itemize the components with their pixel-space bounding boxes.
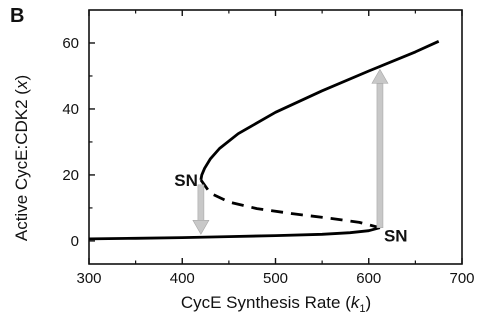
transition-arrow-down [192, 184, 210, 235]
arrow-head [371, 68, 389, 84]
arrow-shaft [197, 184, 205, 221]
transition-arrow-up [371, 68, 389, 229]
x-axis-title-var: k [351, 293, 361, 312]
upper-stable-branch-line [199, 40, 440, 181]
y-axis-title-close: ) [12, 75, 31, 81]
series [88, 40, 440, 241]
x-tick-label: 300 [76, 270, 101, 287]
ticks: 300 400 500 600 700 0 20 40 60 [62, 10, 475, 287]
x-tick-label: 400 [170, 270, 195, 287]
lower-stable-branch-line [88, 226, 381, 241]
y-axis-title-main: Active CycE:CDK2 ( [12, 89, 31, 241]
y-tick-label: 0 [71, 233, 79, 250]
x-tick-label: 600 [356, 270, 381, 287]
y-axis-title-var: x [12, 80, 31, 90]
x-axis-title-close: ) [366, 293, 372, 312]
saddle-node-label-upper: SN [174, 171, 198, 190]
y-axis-title: Active CycE:CDK2 (x) [12, 75, 31, 241]
y-tick-label: 40 [62, 101, 79, 118]
annotations: SN SN [174, 171, 407, 246]
y-tick-label: 20 [62, 167, 79, 184]
unstable-branch-line [199, 179, 381, 230]
x-tick-label: 500 [263, 270, 288, 287]
transition-arrows [192, 68, 389, 235]
y-tick-label: 60 [62, 35, 79, 52]
x-axis-title-sub: 1 [359, 303, 365, 315]
arrow-head [192, 220, 210, 235]
panel-label: B [10, 5, 24, 27]
arrow-shaft [376, 83, 384, 229]
x-tick-label: 700 [449, 270, 474, 287]
x-axis-title-main: CycE Synthesis Rate ( [181, 293, 351, 312]
x-axis-title: CycE Synthesis Rate (k1) [181, 293, 371, 315]
saddle-node-label-lower: SN [384, 227, 408, 246]
